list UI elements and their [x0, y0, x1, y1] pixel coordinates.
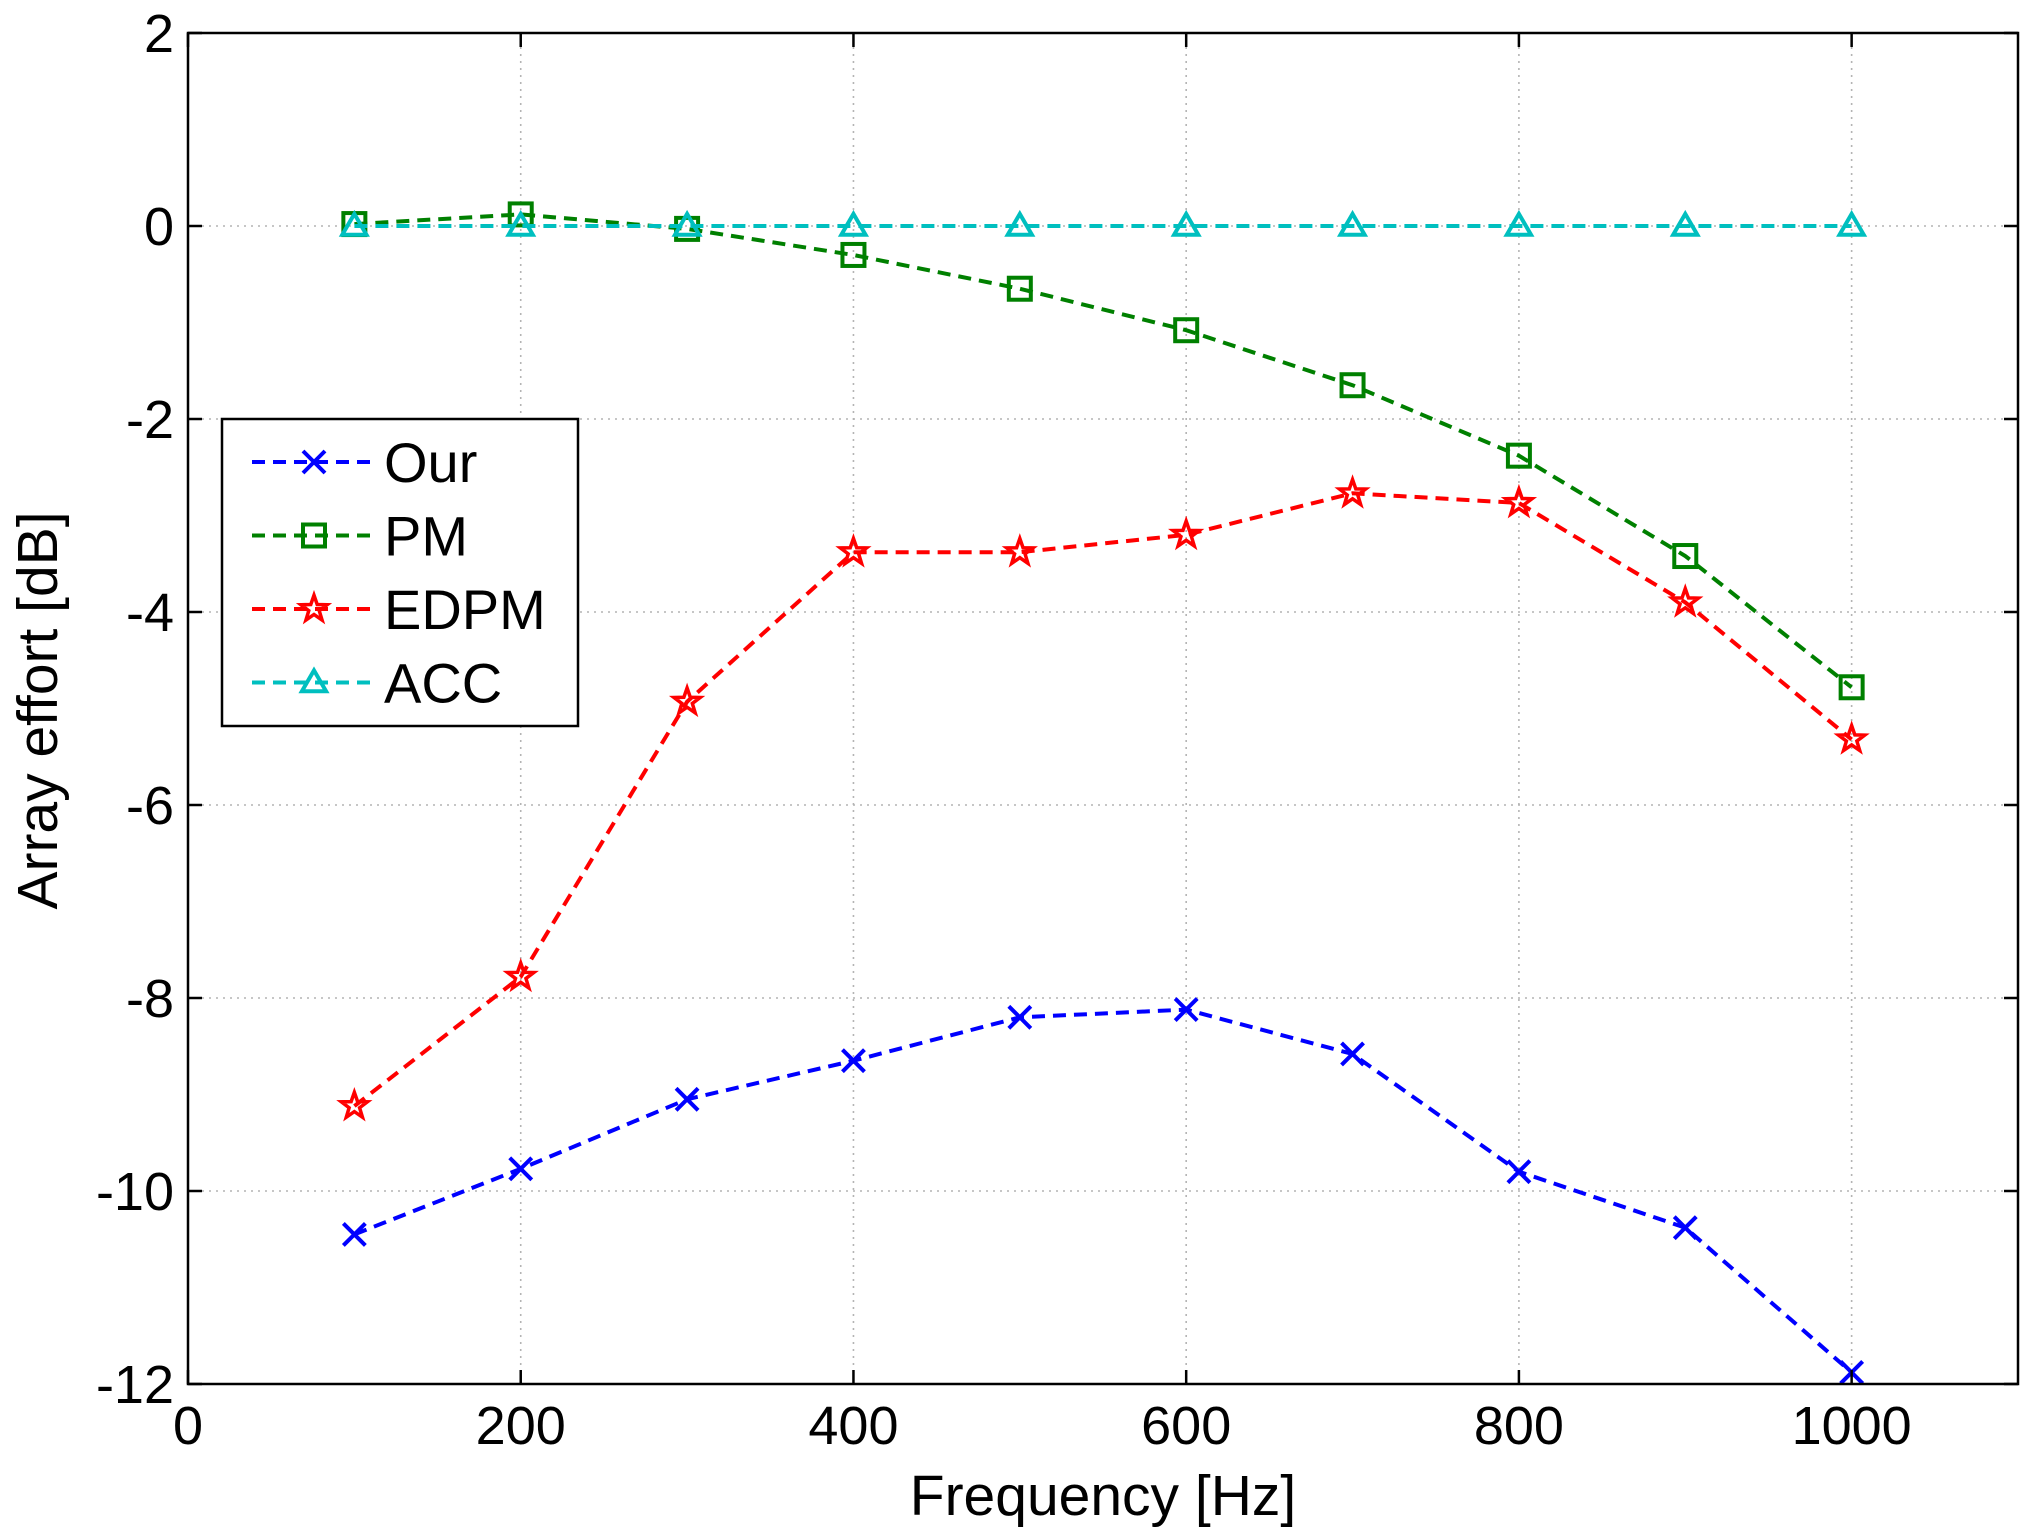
legend-label: PM: [384, 505, 468, 568]
marker-star: [1001, 533, 1038, 568]
series-edpm: [336, 474, 1870, 1122]
x-tick-label: 400: [808, 1396, 898, 1456]
marker-star: [295, 589, 333, 625]
legend-label: EDPM: [384, 578, 546, 641]
x-axis-label: Frequency [Hz]: [910, 1464, 1296, 1528]
marker-square: [1672, 543, 1699, 570]
series-line: [353, 491, 1853, 1108]
legend: Our PM EDPM ACC: [220, 417, 580, 728]
marker-star: [1168, 515, 1205, 551]
marker-triangle: [298, 666, 330, 694]
y-axis-label: Array effort [dB]: [6, 511, 70, 909]
marker-x: [1340, 1041, 1365, 1067]
marker-star: [668, 682, 706, 718]
marker-x: [1672, 1215, 1698, 1241]
marker-star: [835, 533, 872, 568]
marker-triangle: [1669, 209, 1701, 237]
marker-triangle: [837, 209, 870, 237]
marker-triangle: [671, 209, 703, 237]
series-group: [336, 201, 1870, 1385]
marker-triangle: [1004, 209, 1036, 237]
x-tick-label: 600: [1141, 1396, 1231, 1456]
plot-frame: [186, 31, 2020, 1386]
series-acc: [338, 209, 1868, 237]
marker-square: [1505, 442, 1532, 469]
y-tick-label: 0: [144, 197, 174, 257]
legend-entry-acc: ACC: [252, 652, 502, 715]
marker-x: [341, 1222, 367, 1247]
marker-square: [301, 522, 327, 549]
x-tick-label: 200: [476, 1396, 566, 1456]
y-tick-label: -2: [126, 390, 174, 450]
legend-entry-our: Our: [252, 431, 477, 494]
marker-square: [1006, 275, 1033, 302]
marker-square: [1838, 674, 1865, 701]
y-tick-label: -6: [126, 776, 174, 836]
marker-star: [1667, 583, 1704, 618]
marker-triangle: [1503, 209, 1535, 237]
marker-triangle: [1170, 209, 1202, 237]
legend-entry-edpm: EDPM: [252, 578, 546, 641]
legend-entries: Our PM EDPM ACC: [252, 431, 546, 715]
marker-star: [336, 1087, 373, 1122]
marker-x: [1173, 997, 1199, 1022]
legend-entry-pm: PM: [252, 505, 468, 568]
marker-x: [301, 449, 327, 475]
marker-x: [674, 1086, 700, 1112]
series-our: [341, 997, 1865, 1385]
marker-x: [508, 1156, 534, 1182]
marker-x: [1007, 1004, 1033, 1030]
x-tick-label: 1000: [1792, 1396, 1912, 1456]
y-tick-label: -12: [96, 1355, 174, 1415]
legend-box: [220, 417, 580, 728]
marker-square: [1173, 317, 1200, 344]
marker-square: [840, 241, 867, 268]
x-tick-label: 800: [1474, 1396, 1564, 1456]
y-tick-label: -10: [96, 1162, 174, 1222]
y-tick-label: -8: [126, 969, 174, 1029]
marker-triangle: [1336, 209, 1369, 237]
marker-square: [1339, 372, 1366, 399]
y-tick-label: -4: [126, 583, 174, 643]
marker-star: [502, 957, 539, 993]
axis-ticks: [186, 31, 2018, 1386]
marker-star: [1833, 720, 1870, 755]
x-tick-label: 0: [173, 1396, 203, 1456]
marker-triangle: [1836, 209, 1868, 237]
marker-x: [841, 1048, 866, 1074]
legend-label: ACC: [384, 652, 502, 715]
y-tick-label: 2: [144, 4, 174, 64]
marker-triangle: [505, 209, 537, 237]
marker-star: [1334, 474, 1371, 509]
marker-star: [1500, 483, 1538, 519]
y-tick-labels: 2 0 -2 -4 -6 -8 -10 -12: [96, 4, 174, 1415]
x-tick-labels: 0 200 400 600 800 1000: [173, 1396, 1912, 1456]
marker-triangle: [338, 209, 370, 237]
series-line: [353, 1007, 1853, 1374]
legend-label: Our: [384, 431, 477, 494]
marker-x: [1506, 1159, 1532, 1185]
marker-square: [507, 201, 534, 228]
series-line: [354, 212, 1853, 689]
